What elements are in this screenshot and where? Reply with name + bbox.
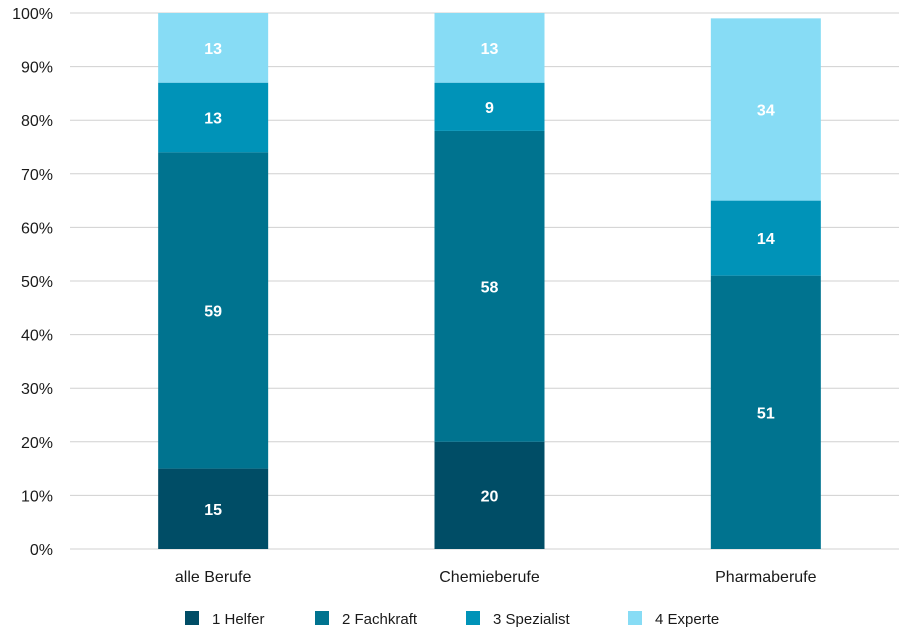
- legend-swatch-4: [628, 611, 642, 625]
- bar-segment-1-3: [158, 82, 269, 153]
- data-label-1-4: 13: [204, 41, 222, 58]
- legend-label-4: 4 Experte: [655, 611, 719, 628]
- y-tick-label-50: 50%: [21, 274, 53, 291]
- y-axis-tick-labels: 0% 10% 20% 30% 40% 50% 60% 70% 80% 90% 100%: [12, 6, 53, 559]
- data-label-3-4: 34: [757, 102, 775, 119]
- y-tick-label-100: 100%: [12, 6, 53, 23]
- y-tick-label-10: 10%: [21, 488, 53, 505]
- data-label-1-1: 15: [204, 502, 222, 519]
- bars: [158, 13, 821, 549]
- y-tick-label-70: 70%: [21, 167, 53, 184]
- data-label-1-3: 13: [204, 111, 222, 128]
- data-label-2-1: 20: [481, 488, 499, 505]
- y-tick-label-40: 40%: [21, 328, 53, 345]
- y-tick-label-60: 60%: [21, 220, 53, 237]
- y-tick-label-80: 80%: [21, 113, 53, 130]
- legend: 1 Helfer 2 Fachkraft 3 Spezialist 4 Experte: [185, 611, 719, 628]
- bar-segment-2-2: [434, 130, 545, 442]
- data-label-2-3: 9: [485, 100, 494, 117]
- category-label-2: Chemieberufe: [439, 569, 540, 586]
- bar-segment-1-4: [158, 13, 269, 83]
- category-label-1: alle Berufe: [175, 569, 252, 586]
- bar-segment-1-2: [158, 152, 269, 469]
- legend-label-3: 3 Spezialist: [493, 611, 571, 628]
- bar-segment-2-1: [434, 441, 545, 549]
- data-label-3-2: 51: [757, 405, 775, 422]
- y-tick-label-30: 30%: [21, 381, 53, 398]
- data-label-3-3: 14: [757, 231, 775, 248]
- data-label-1-2: 59: [204, 303, 222, 320]
- y-tick-label-0: 0%: [30, 542, 53, 559]
- y-tick-label-90: 90%: [21, 60, 53, 77]
- bar-segment-3-3: [710, 200, 821, 276]
- data-labels: 15 59 13 13 20 58 9 13 51 14 34: [204, 41, 775, 519]
- data-label-2-4: 13: [481, 41, 499, 58]
- legend-label-2: 2 Fachkraft: [342, 611, 418, 628]
- legend-swatch-3: [466, 611, 480, 625]
- bar-segment-2-3: [434, 82, 545, 131]
- bar-segment-2-4: [434, 13, 545, 83]
- legend-swatch-1: [185, 611, 199, 625]
- bar-segment-3-2: [710, 275, 821, 549]
- legend-label-1: 1 Helfer: [212, 611, 265, 628]
- bar-segment-1-1: [158, 468, 269, 549]
- legend-swatch-2: [315, 611, 329, 625]
- bar-segment-3-4: [710, 18, 821, 201]
- data-label-2-2: 58: [481, 279, 499, 296]
- y-tick-label-20: 20%: [21, 435, 53, 452]
- x-axis-category-labels: alle Berufe Chemieberufe Pharmaberufe: [175, 569, 817, 586]
- category-label-3: Pharmaberufe: [715, 569, 816, 586]
